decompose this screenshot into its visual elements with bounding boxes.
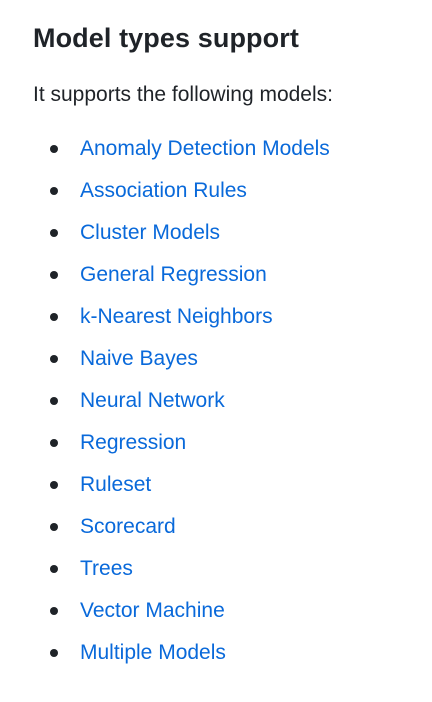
bullet-icon	[50, 313, 58, 321]
list-item: Vector Machine	[33, 590, 432, 632]
bullet-icon	[50, 271, 58, 279]
model-link-vector-machine[interactable]: Vector Machine	[80, 599, 225, 622]
list-item: Multiple Models	[33, 632, 432, 674]
bullet-icon	[50, 229, 58, 237]
model-list: Anomaly Detection Models Association Rul…	[33, 128, 432, 674]
bullet-icon	[50, 649, 58, 657]
bullet-icon	[50, 565, 58, 573]
model-link-regression[interactable]: Regression	[80, 431, 187, 454]
list-item: Cluster Models	[33, 212, 432, 254]
bullet-icon	[50, 187, 58, 195]
model-link-k-nearest-neighbors[interactable]: k-Nearest Neighbors	[80, 305, 273, 328]
model-link-trees[interactable]: Trees	[80, 557, 133, 580]
list-item: General Regression	[33, 254, 432, 296]
list-item: Scorecard	[33, 506, 432, 548]
intro-text: It supports the following models:	[33, 83, 333, 106]
list-item: Naive Bayes	[33, 338, 432, 380]
model-link-ruleset[interactable]: Ruleset	[80, 473, 152, 496]
model-link-cluster-models[interactable]: Cluster Models	[80, 221, 221, 244]
model-link-association-rules[interactable]: Association Rules	[80, 179, 247, 202]
list-item: Association Rules	[33, 170, 432, 212]
list-item: Trees	[33, 548, 432, 590]
model-link-anomaly-detection[interactable]: Anomaly Detection Models	[80, 137, 330, 160]
model-link-scorecard[interactable]: Scorecard	[80, 515, 176, 538]
model-link-naive-bayes[interactable]: Naive Bayes	[80, 347, 198, 370]
bullet-icon	[50, 439, 58, 447]
model-link-general-regression[interactable]: General Regression	[80, 263, 267, 286]
list-item: Ruleset	[33, 464, 432, 506]
model-link-neural-network[interactable]: Neural Network	[80, 389, 225, 412]
bullet-icon	[50, 355, 58, 363]
list-item: Regression	[33, 422, 432, 464]
section-heading: Model types support	[33, 23, 299, 53]
bullet-icon	[50, 397, 58, 405]
bullet-icon	[50, 481, 58, 489]
list-item: k-Nearest Neighbors	[33, 296, 432, 338]
list-item: Anomaly Detection Models	[33, 128, 432, 170]
model-link-multiple-models[interactable]: Multiple Models	[80, 641, 226, 664]
bullet-icon	[50, 607, 58, 615]
bullet-icon	[50, 523, 58, 531]
bullet-icon	[50, 145, 58, 153]
list-item: Neural Network	[33, 380, 432, 422]
